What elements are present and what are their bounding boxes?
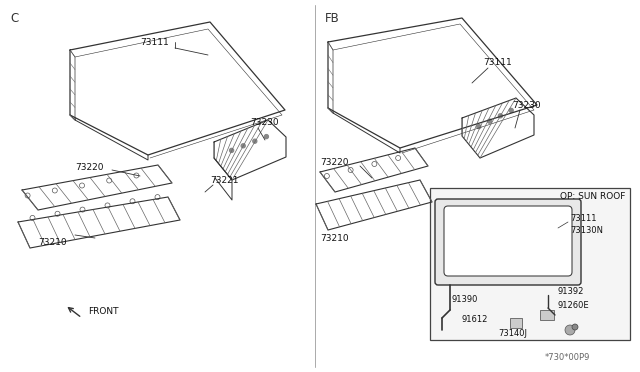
Text: FRONT: FRONT bbox=[88, 308, 118, 317]
Circle shape bbox=[348, 167, 353, 173]
Text: 73220: 73220 bbox=[320, 157, 349, 167]
Circle shape bbox=[155, 195, 160, 200]
Text: 73111: 73111 bbox=[570, 214, 596, 222]
Circle shape bbox=[396, 155, 401, 160]
Bar bbox=[540, 310, 554, 320]
Circle shape bbox=[372, 161, 377, 167]
Text: FB: FB bbox=[325, 12, 340, 25]
Text: 73111: 73111 bbox=[483, 58, 512, 67]
Circle shape bbox=[477, 125, 481, 129]
Circle shape bbox=[25, 193, 30, 198]
Circle shape bbox=[253, 139, 257, 143]
Circle shape bbox=[105, 203, 110, 208]
FancyBboxPatch shape bbox=[430, 188, 630, 340]
Circle shape bbox=[79, 183, 84, 188]
Circle shape bbox=[130, 199, 135, 204]
Text: 73230: 73230 bbox=[512, 100, 541, 109]
Circle shape bbox=[107, 178, 112, 183]
Text: OP: SUN ROOF: OP: SUN ROOF bbox=[559, 192, 625, 201]
Circle shape bbox=[264, 135, 268, 139]
Text: 91390: 91390 bbox=[452, 295, 478, 305]
Circle shape bbox=[565, 325, 575, 335]
Circle shape bbox=[241, 144, 245, 148]
FancyBboxPatch shape bbox=[435, 199, 581, 285]
Text: 91612: 91612 bbox=[462, 315, 488, 324]
Circle shape bbox=[572, 324, 578, 330]
Text: 73140J: 73140J bbox=[498, 328, 527, 337]
Circle shape bbox=[324, 173, 330, 179]
Text: 91392: 91392 bbox=[558, 288, 584, 296]
Circle shape bbox=[80, 207, 85, 212]
Circle shape bbox=[230, 148, 234, 153]
Text: *730*00P9: *730*00P9 bbox=[545, 353, 590, 362]
Circle shape bbox=[134, 173, 139, 178]
Text: 91260E: 91260E bbox=[558, 301, 589, 310]
Text: C: C bbox=[10, 12, 19, 25]
Circle shape bbox=[509, 108, 513, 112]
Text: 73221: 73221 bbox=[210, 176, 239, 185]
Text: 73210: 73210 bbox=[38, 237, 67, 247]
Circle shape bbox=[30, 215, 35, 221]
Circle shape bbox=[55, 211, 60, 216]
Circle shape bbox=[488, 119, 492, 123]
Text: 73210: 73210 bbox=[320, 234, 349, 243]
Circle shape bbox=[52, 188, 58, 193]
Circle shape bbox=[499, 114, 502, 118]
Bar bbox=[510, 318, 522, 328]
Text: 73220: 73220 bbox=[75, 163, 104, 171]
Text: 73230: 73230 bbox=[250, 118, 278, 126]
Text: 73111: 73111 bbox=[140, 38, 169, 46]
Text: 73130N: 73130N bbox=[570, 225, 603, 234]
FancyBboxPatch shape bbox=[444, 206, 572, 276]
